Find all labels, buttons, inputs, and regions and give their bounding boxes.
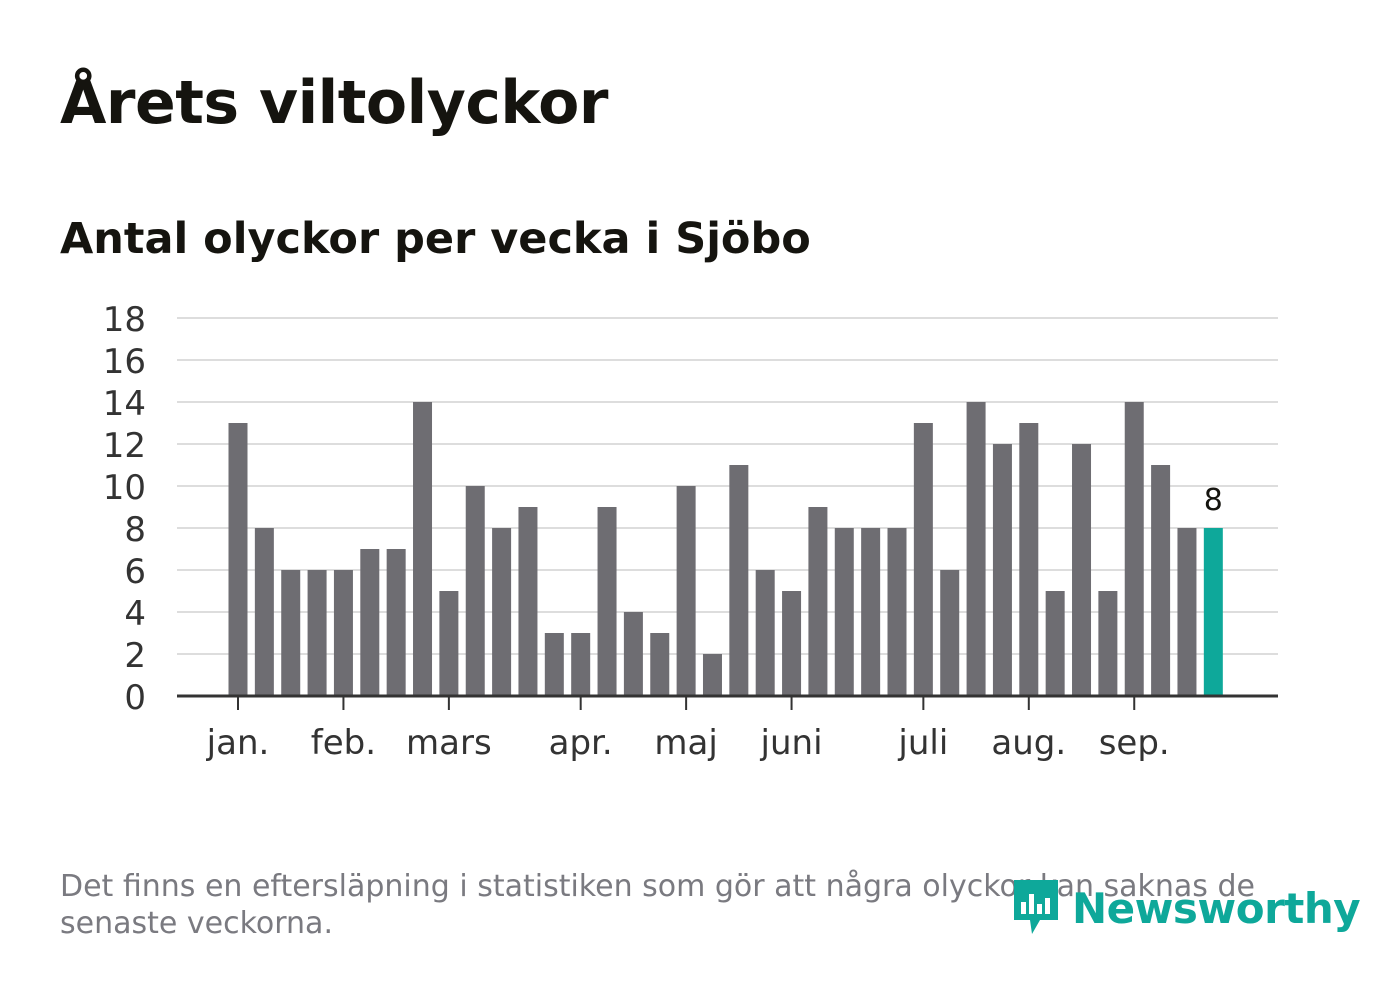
- bar: [544, 633, 564, 696]
- bar: [729, 465, 749, 696]
- bar: [1045, 591, 1065, 696]
- bar: [386, 549, 406, 696]
- bar: [623, 612, 643, 696]
- bar: [1019, 423, 1039, 696]
- bar: [518, 507, 538, 696]
- x-tick-label: juni: [760, 723, 823, 763]
- y-tick-label: 2: [124, 636, 146, 676]
- bar: [650, 633, 670, 696]
- y-tick-label: 8: [124, 510, 146, 550]
- y-tick-label: 12: [103, 426, 146, 466]
- x-tick-label: juli: [897, 723, 948, 763]
- bar: [597, 507, 617, 696]
- x-tick-label: apr.: [549, 723, 613, 763]
- bar: [413, 402, 433, 696]
- bar: [755, 570, 775, 696]
- bar: [992, 444, 1012, 696]
- bar: [360, 549, 380, 696]
- chart-title: Årets viltolyckor: [60, 68, 609, 138]
- bar: [861, 528, 881, 696]
- y-tick-label: 14: [103, 384, 146, 424]
- bar: [834, 528, 854, 696]
- x-tick-label: jan.: [206, 723, 270, 763]
- y-tick-label: 16: [103, 342, 146, 382]
- newsworthy-logo: Newsworthy: [1010, 876, 1361, 940]
- bar: [913, 423, 933, 696]
- y-tick-label: 10: [103, 468, 146, 508]
- bar: [281, 570, 301, 696]
- bar: [228, 423, 248, 696]
- bar: [782, 591, 802, 696]
- bar: [333, 570, 353, 696]
- bar: [940, 570, 960, 696]
- x-tick-label: mars: [406, 723, 492, 763]
- bar: [702, 654, 722, 696]
- bar: [676, 486, 696, 696]
- bar-highlight: [1203, 528, 1223, 696]
- x-tick-label: maj: [654, 723, 717, 763]
- bar: [887, 528, 907, 696]
- bar: [1072, 444, 1092, 696]
- bar-value-label: 8: [1204, 483, 1223, 518]
- newsworthy-logo-icon: [1014, 880, 1058, 934]
- bar: [307, 570, 327, 696]
- chart-subtitle: Antal olyckor per vecka i Sjöbo: [60, 214, 811, 264]
- x-tick-label: sep.: [1099, 723, 1170, 763]
- x-tick-label: aug.: [991, 723, 1066, 763]
- bar: [439, 591, 459, 696]
- bar: [1098, 591, 1118, 696]
- y-tick-label: 0: [124, 678, 146, 718]
- bar: [1151, 465, 1171, 696]
- bar: [966, 402, 986, 696]
- newsworthy-logo-text: Newsworthy: [1072, 883, 1361, 933]
- y-tick-label: 18: [103, 300, 146, 340]
- bar: [492, 528, 512, 696]
- bar: [254, 528, 274, 696]
- bar: [1124, 402, 1144, 696]
- y-tick-label: 4: [124, 594, 146, 634]
- bar: [1177, 528, 1197, 696]
- y-tick-label: 6: [124, 552, 146, 592]
- bar: [571, 633, 591, 696]
- x-tick-label: feb.: [311, 723, 376, 763]
- bar: [465, 486, 485, 696]
- bar: [808, 507, 828, 696]
